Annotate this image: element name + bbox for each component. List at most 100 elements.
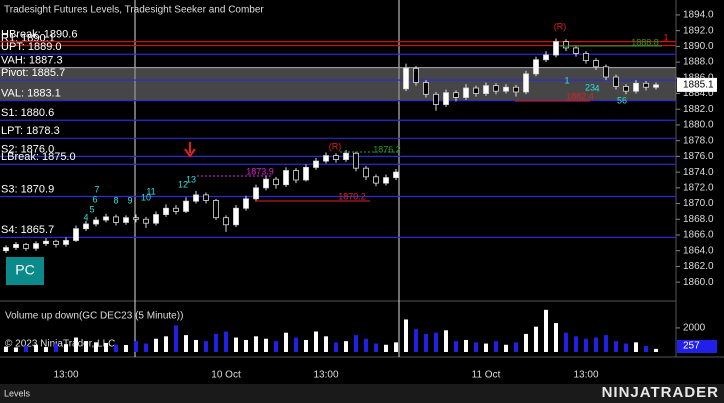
annotation: 1888.8 [631,37,659,47]
y-tick-label: 1882.0 [683,104,714,115]
y-tick-label: 1876.0 [683,151,714,162]
volume-bar [294,337,298,352]
volume-bar [114,344,118,352]
tab-label[interactable]: Levels [4,388,31,398]
level-label: LBreak: 1875.0 [1,151,76,163]
volume-bar [194,339,198,352]
volume-bar [164,336,168,352]
volume-bar [594,337,598,352]
volume-bar [614,341,618,352]
annotation: 1 [663,32,668,42]
candle-body [503,86,509,92]
copyright: © 2023 NinjaTrader, LLC [5,339,115,350]
volume-bar [264,338,268,352]
volume-bar [84,341,88,352]
y-tick-label: 1884.0 [683,88,714,99]
candle-body [213,200,219,219]
volume-bar [254,336,258,352]
candle-body [153,214,159,224]
volume-bar [274,341,278,352]
brand: NINJATRADER [602,384,719,401]
volume-bar [534,326,538,352]
y-tick-label: 1890.0 [683,41,714,52]
volume-bar [224,331,228,352]
volume-bar [214,333,218,352]
y-tick-label: 1862.0 [683,261,714,272]
volume-bar [424,333,428,352]
level-label: UPT: 1889.0 [1,41,62,53]
volume-bar [324,336,328,352]
volume-bar [404,319,408,352]
volume-bar [434,332,438,352]
volume-bar [74,337,78,352]
candle-body [103,216,109,221]
volume-bar [344,341,348,352]
candle-body [353,152,359,169]
price-tag-label: 1885.1 [683,80,714,91]
candle-body [33,243,39,249]
candle-body [463,87,469,98]
volume-bar [94,342,98,352]
level-label: HBreak: 1890.6 [1,29,77,41]
volume-bar [204,341,208,352]
candle-body [603,66,609,78]
volume-bar [24,345,28,352]
level-label: VAH: 1887.3 [1,54,63,66]
candle-body [223,217,229,226]
volume-bar [124,345,128,352]
volume-bar [44,347,48,352]
volume-bar [604,335,608,352]
candle-body [3,247,9,252]
candle-body [253,187,259,200]
candle-body [593,60,599,68]
volume-bar [394,342,398,352]
volume-bar [444,330,448,352]
volume-bar [634,342,638,352]
annotation: 4 [83,212,88,222]
candle-body [433,93,439,105]
candle-body [623,86,629,92]
volume-bar [564,332,568,352]
candle-body [273,178,279,186]
candle-body [553,41,559,56]
y-tick-label: 1892.0 [683,25,714,36]
annotation: 11 [146,186,155,196]
volume-bar [414,329,418,352]
volume-bar [14,347,18,352]
candle-body [363,167,369,178]
annotation: 1882.4 [566,91,594,101]
value-area [0,67,676,101]
candle-body [163,207,169,215]
level-label: S4: 1865.7 [1,224,54,236]
volume-bar [654,348,658,352]
annotation: (R) [554,21,567,31]
candle-body [293,170,299,181]
candle-body [543,54,549,61]
candle-body [313,160,319,168]
volume-bar [464,339,468,352]
candle-body [653,84,659,88]
y-tick-label: 1888.0 [683,57,714,68]
y-tick-label: 1880.0 [683,120,714,131]
y-tick-label: 1864.0 [683,245,714,256]
volume-bar [54,343,58,352]
candle-body [93,219,99,225]
annotation: 23 [585,82,595,92]
pc-button-label[interactable]: PC [15,262,34,278]
volume-bar [544,309,548,352]
volume-bar [494,341,498,352]
candle-body [563,41,569,49]
candle-body [383,177,389,184]
candle-body [613,76,619,87]
pc-button[interactable] [6,257,44,285]
volume-bar [34,344,38,352]
candle-body [173,207,179,212]
y-tick-label: 1868.0 [683,214,714,225]
annotation: 13 [186,174,196,184]
candle-body [243,198,249,209]
candle-body [233,207,239,226]
annotation: 10 [141,192,151,202]
y-tick-label: 1866.0 [683,230,714,241]
x-tick-label: 13:00 [53,370,78,381]
volume-bar [284,332,288,352]
